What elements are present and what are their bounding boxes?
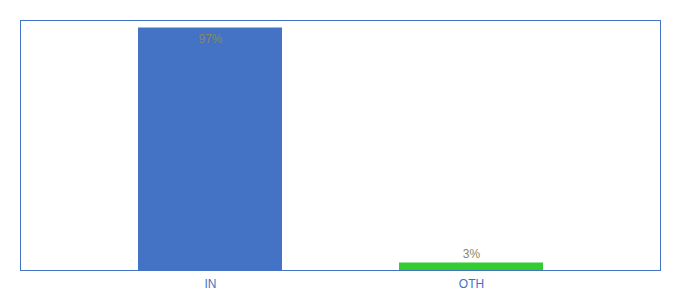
svg-text:97%: 97% [198,32,222,46]
svg-text:3%: 3% [463,247,481,261]
svg-text:IN: IN [205,277,217,291]
svg-text:OTH: OTH [459,277,484,291]
